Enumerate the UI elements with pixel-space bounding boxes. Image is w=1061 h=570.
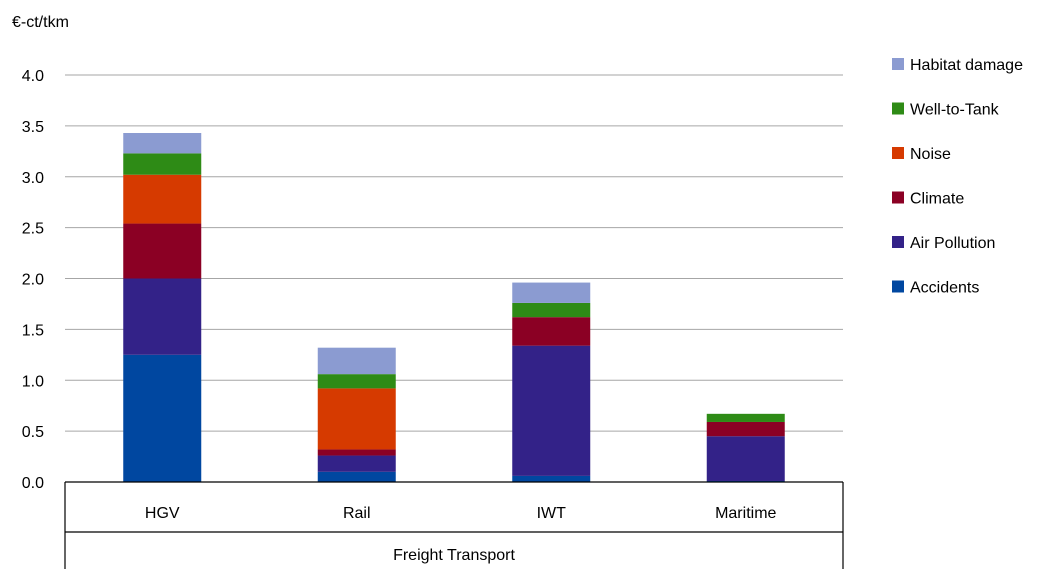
bar-segment-iwt-well-to-tank: [512, 302, 591, 318]
legend-label: Noise: [910, 146, 951, 163]
legend-label: Climate: [910, 191, 964, 208]
y-tick-label: 2.0: [22, 272, 44, 289]
bar-segment-rail-noise: [317, 388, 396, 450]
bar-segment-rail-accidents: [317, 471, 396, 482]
bar-segment-iwt-climate: [512, 317, 591, 346]
y-tick-label: 0.5: [22, 424, 44, 441]
x-category-label: Maritime: [715, 505, 776, 522]
bar-segment-rail-climate: [317, 449, 396, 456]
bar-segment-iwt-air-pollution: [512, 345, 591, 476]
legend-swatch: [892, 191, 904, 204]
bar-segment-rail-air-pollution: [317, 455, 396, 472]
legend-swatch: [892, 102, 904, 115]
x-category-label: Rail: [343, 505, 371, 522]
bar-segment-hgv-well-to-tank: [123, 153, 202, 175]
bar-segment-rail-well-to-tank: [317, 374, 396, 389]
bar-segment-iwt-habitat-damage: [512, 282, 591, 303]
x-category-label: IWT: [537, 505, 567, 522]
bar-segment-rail-habitat-damage: [317, 347, 396, 375]
y-axis-label: €-ct/tkm: [12, 14, 69, 31]
bars: [123, 132, 785, 482]
bar-segment-hgv-climate: [123, 223, 202, 279]
y-axis-ticks: 0.0 0.5 1.0 1.5 2.0 2.5 3.0 3.5 4.0: [22, 68, 44, 492]
bar-segment-hgv-habitat-damage: [123, 132, 202, 154]
x-axis-categories: HGV Rail IWT Maritime: [145, 505, 777, 522]
legend-label: Well-to-Tank: [910, 102, 1000, 119]
y-tick-label: 2.5: [22, 221, 44, 238]
y-tick-label: 0.0: [22, 475, 44, 492]
legend-label: Habitat damage: [910, 57, 1023, 74]
x-axis-frame: [64, 481, 844, 569]
legend-swatch: [892, 58, 904, 70]
y-tick-label: 1.5: [22, 322, 44, 339]
x-category-label: HGV: [145, 505, 180, 522]
bar-segment-maritime-climate: [706, 421, 785, 437]
bar-segment-hgv-accidents: [123, 354, 202, 482]
y-tick-label: 1.0: [22, 373, 44, 390]
bar-segment-hgv-air-pollution: [123, 278, 202, 355]
bar-segment-iwt-accidents: [512, 475, 591, 482]
bar-segment-maritime-well-to-tank: [706, 413, 785, 422]
legend-swatch: [892, 147, 904, 159]
y-tick-label: 4.0: [22, 68, 44, 85]
legend-label: Air Pollution: [910, 235, 995, 252]
bar-segment-maritime-air-pollution: [706, 436, 785, 481]
legend: Habitat damage Well-to-Tank Noise Climate Ai…: [892, 57, 1023, 297]
y-tick-label: 3.0: [22, 170, 44, 187]
x-axis-group-label: Freight Transport: [393, 547, 515, 564]
legend-label: Accidents: [910, 280, 979, 297]
legend-swatch: [892, 236, 904, 248]
legend-swatch: [892, 280, 904, 293]
bar-segment-hgv-noise: [123, 174, 202, 224]
y-tick-label: 3.5: [22, 119, 44, 136]
